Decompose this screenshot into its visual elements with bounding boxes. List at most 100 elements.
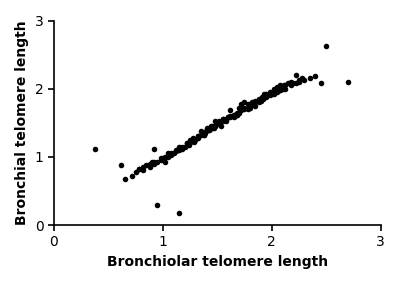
- Point: [151, 146, 157, 151]
- Point: [258, 99, 264, 103]
- Point: [184, 141, 190, 145]
- Point: [274, 88, 280, 92]
- Point: [92, 146, 98, 151]
- Point: [204, 126, 211, 130]
- Point: [235, 110, 241, 115]
- Point: [194, 134, 201, 139]
- Point: [318, 81, 324, 85]
- Point: [132, 170, 139, 174]
- Point: [191, 139, 198, 144]
- Point: [208, 124, 214, 128]
- Point: [241, 107, 248, 111]
- Point: [143, 163, 150, 167]
- Point: [256, 100, 262, 105]
- Point: [162, 154, 168, 159]
- Point: [151, 161, 157, 166]
- Point: [263, 95, 270, 99]
- Point: [301, 78, 308, 83]
- Point: [236, 110, 242, 115]
- Point: [246, 103, 252, 108]
- Point: [277, 88, 284, 92]
- Point: [244, 101, 251, 106]
- Point: [238, 108, 244, 113]
- Point: [288, 80, 294, 84]
- Point: [205, 127, 212, 132]
- Point: [173, 148, 179, 152]
- Point: [140, 165, 146, 169]
- Point: [201, 133, 207, 137]
- Point: [249, 101, 255, 106]
- Point: [223, 119, 229, 124]
- Point: [268, 92, 275, 96]
- Point: [261, 92, 267, 96]
- Point: [266, 93, 273, 98]
- Point: [122, 176, 128, 181]
- Point: [220, 117, 226, 122]
- Point: [192, 137, 199, 142]
- Point: [299, 76, 305, 81]
- Point: [165, 153, 172, 158]
- Point: [157, 156, 164, 160]
- Point: [154, 160, 160, 164]
- Point: [194, 135, 201, 140]
- Point: [190, 137, 196, 142]
- Point: [263, 92, 270, 96]
- Point: [146, 165, 153, 169]
- Point: [252, 103, 258, 108]
- Point: [234, 112, 240, 117]
- Point: [256, 97, 262, 101]
- Point: [216, 119, 223, 124]
- Point: [198, 133, 204, 137]
- Point: [160, 156, 166, 160]
- Point: [307, 76, 313, 81]
- Point: [227, 114, 234, 118]
- Point: [212, 124, 218, 128]
- Point: [285, 81, 291, 85]
- Point: [260, 95, 266, 99]
- Point: [202, 131, 208, 135]
- Point: [234, 112, 240, 117]
- Point: [227, 115, 234, 120]
- Point: [277, 83, 284, 87]
- X-axis label: Bronchiolar telomere length: Bronchiolar telomere length: [107, 255, 328, 269]
- Point: [162, 160, 168, 164]
- Point: [201, 131, 207, 135]
- Point: [274, 90, 280, 94]
- Point: [217, 124, 224, 128]
- Point: [213, 122, 219, 126]
- Point: [208, 126, 215, 130]
- Point: [146, 161, 153, 166]
- Point: [184, 141, 190, 145]
- Point: [345, 80, 351, 84]
- Point: [290, 81, 297, 85]
- Point: [154, 202, 160, 207]
- Point: [176, 144, 182, 149]
- Point: [296, 80, 302, 84]
- Point: [266, 92, 273, 96]
- Point: [205, 127, 212, 132]
- Point: [282, 83, 288, 87]
- Point: [323, 44, 329, 49]
- Y-axis label: Bronchial telomere length: Bronchial telomere length: [15, 20, 29, 225]
- Point: [203, 129, 210, 133]
- Point: [187, 139, 193, 144]
- Point: [312, 74, 318, 79]
- Point: [151, 160, 157, 164]
- Point: [279, 86, 286, 91]
- Point: [165, 151, 172, 156]
- Point: [288, 81, 294, 85]
- Point: [238, 101, 244, 106]
- Point: [280, 83, 287, 87]
- Point: [179, 144, 186, 149]
- Point: [136, 167, 142, 172]
- Point: [227, 108, 234, 113]
- Point: [230, 112, 237, 117]
- Point: [201, 133, 207, 137]
- Point: [187, 137, 193, 142]
- Point: [260, 97, 266, 101]
- Point: [173, 149, 179, 154]
- Point: [179, 146, 186, 151]
- Point: [247, 105, 253, 110]
- Point: [247, 101, 253, 106]
- Point: [212, 119, 218, 124]
